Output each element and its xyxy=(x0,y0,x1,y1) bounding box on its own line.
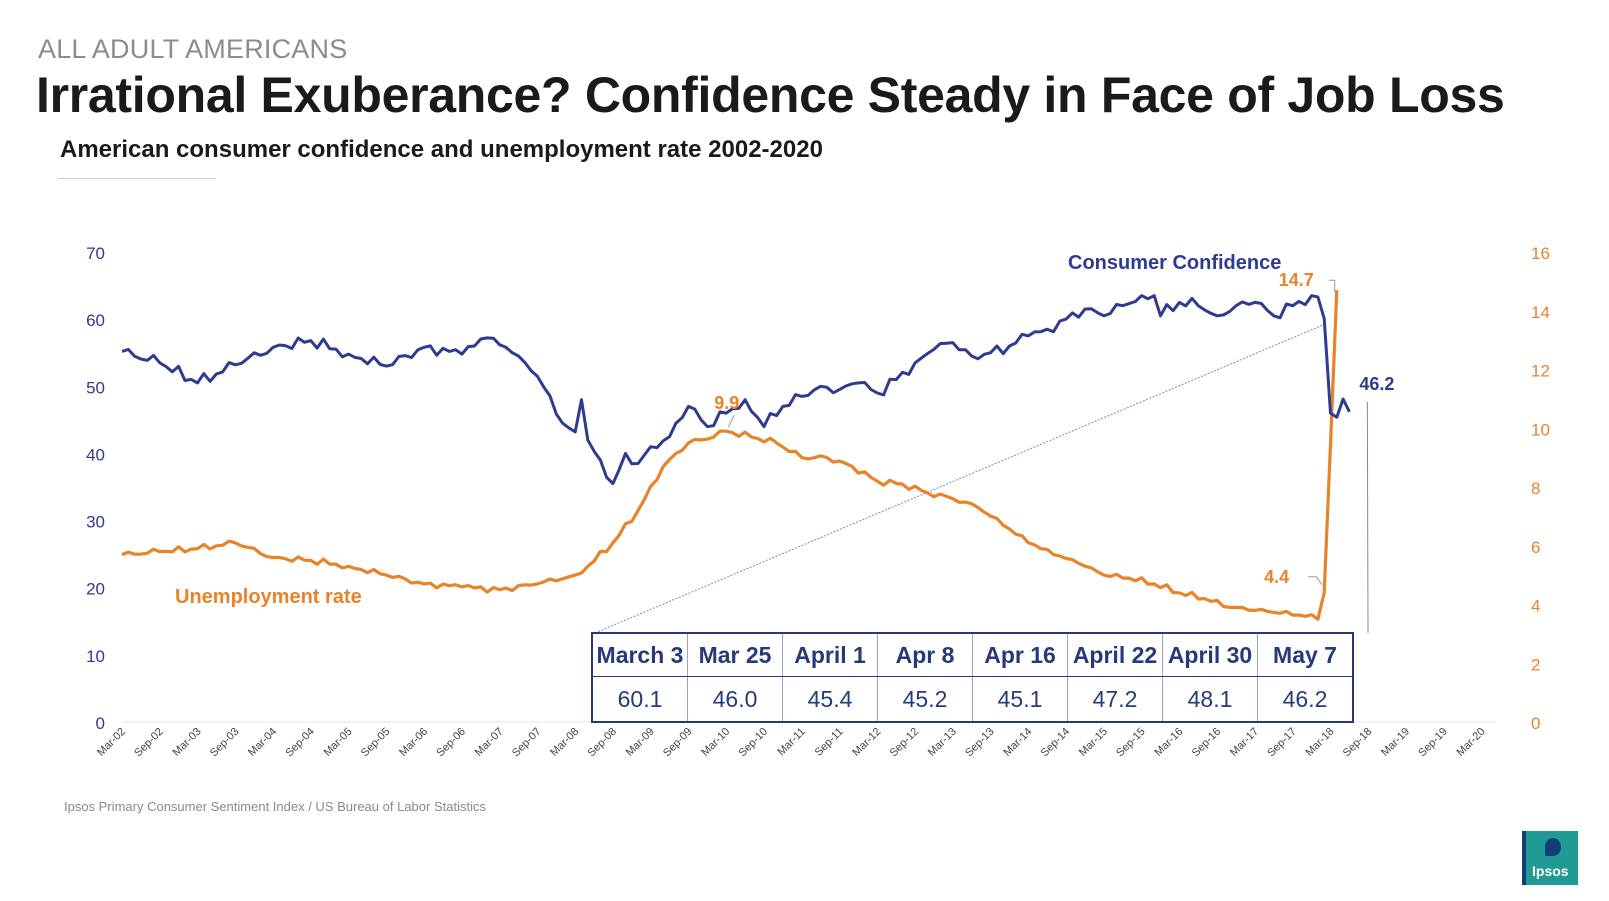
x-tick-label: Sep-19 xyxy=(1416,726,1450,760)
table-header-cell: April 1 xyxy=(782,633,878,677)
y-left-tick-label: 40 xyxy=(86,445,105,464)
x-tick-label: Sep-11 xyxy=(813,726,846,759)
x-tick-label: Sep-14 xyxy=(1039,726,1073,760)
x-tick-label: Mar-20 xyxy=(1455,726,1488,759)
x-tick-label: Sep-02 xyxy=(132,726,166,760)
x-tick-label: Mar-05 xyxy=(322,726,355,759)
y-right-tick-label: 12 xyxy=(1531,362,1550,381)
annotation-14-7: 14.7 xyxy=(1279,270,1314,290)
table-value-row: 60.1 46.0 45.4 45.2 45.1 47.2 48.1 46.2 xyxy=(592,676,1353,722)
ipsos-logo: Ipsos xyxy=(1522,831,1578,885)
x-tick-label: Sep-18 xyxy=(1341,726,1375,760)
consumer-confidence-line xyxy=(121,294,1351,486)
table-header-cell: Mar 25 xyxy=(687,633,783,677)
annotation-leader-line xyxy=(727,414,735,428)
eyebrow-label: ALL ADULT AMERICANS xyxy=(38,34,348,64)
unemployment-rate-line xyxy=(121,290,1339,621)
x-tick-label: Mar-17 xyxy=(1228,726,1261,759)
x-tick-label: Mar-19 xyxy=(1379,726,1412,759)
x-tick-label: Mar-18 xyxy=(1303,726,1336,759)
table-header-cell: April 22 xyxy=(1067,633,1163,677)
table-header-cell: May 7 xyxy=(1257,633,1353,677)
confidence-table: March 3 Mar 25 April 1 Apr 8 Apr 16 April 22 A… xyxy=(591,632,1354,723)
x-tick-label: Sep-03 xyxy=(208,726,242,760)
y-left-tick-label: 0 xyxy=(96,714,105,733)
chart-subtitle: American consumer confidence and unemplo… xyxy=(60,136,823,163)
page-title: Irrational Exuberance? Confidence Steady… xyxy=(36,67,1505,123)
x-tick-label: Sep-13 xyxy=(963,726,997,760)
zoom-connector-line xyxy=(594,324,1325,634)
table-value-cell: 46.0 xyxy=(687,676,783,722)
x-tick-label: Sep-15 xyxy=(1114,726,1148,760)
y-right-tick-label: 14 xyxy=(1531,303,1550,322)
x-tick-label: Mar-13 xyxy=(926,726,959,759)
table-header-row: March 3 Mar 25 April 1 Apr 8 Apr 16 April 22 A… xyxy=(592,633,1353,677)
x-tick-label: Sep-07 xyxy=(510,726,544,760)
y-right-tick-label: 10 xyxy=(1531,420,1550,439)
annotation-9-9: 9.9 xyxy=(714,393,739,413)
annotation-leader-line xyxy=(1308,576,1323,586)
x-tick-label: Sep-10 xyxy=(737,726,771,760)
x-tick-label: Mar-12 xyxy=(850,726,883,759)
zoom-connector-line xyxy=(1366,401,1369,634)
table-header-cell: March 3 xyxy=(592,633,688,677)
x-tick-label: Mar-04 xyxy=(246,726,279,759)
table-value-cell: 45.4 xyxy=(782,676,878,722)
consumer-confidence-label: Consumer Confidence xyxy=(1068,252,1281,274)
table-value-cell: 45.1 xyxy=(972,676,1068,722)
x-tick-label: Sep-06 xyxy=(434,726,468,760)
x-tick-label: Mar-15 xyxy=(1077,726,1110,759)
y-left-tick-label: 30 xyxy=(86,513,105,532)
subtitle-divider xyxy=(58,178,216,179)
y-left-tick-label: 60 xyxy=(86,311,105,330)
x-tick-label: Sep-17 xyxy=(1265,726,1299,760)
x-tick-label: Mar-14 xyxy=(1001,726,1034,759)
y-left-tick-label: 20 xyxy=(86,580,105,599)
x-tick-label: Sep-08 xyxy=(585,726,619,760)
annotation-4-4: 4.4 xyxy=(1264,567,1289,587)
y-right-tick-label: 16 xyxy=(1531,244,1550,263)
table-header-cell: April 30 xyxy=(1162,633,1258,677)
y-right-tick-label: 2 xyxy=(1531,655,1540,674)
x-tick-label: Mar-09 xyxy=(624,726,657,759)
y-right-tick-label: 4 xyxy=(1531,597,1540,616)
y-right-tick-label: 8 xyxy=(1531,479,1540,498)
x-tick-label: Sep-05 xyxy=(359,726,393,760)
table-value-cell: 46.2 xyxy=(1282,685,1328,712)
table-value-cell: 47.2 xyxy=(1067,676,1163,722)
x-tick-label: Mar-11 xyxy=(775,726,808,759)
y-left-tick-label: 70 xyxy=(86,244,105,263)
annotation-46-2: 46.2 xyxy=(1359,374,1394,394)
logo-mark-icon xyxy=(1545,838,1561,856)
y-right-tick-label: 0 xyxy=(1531,714,1540,733)
x-tick-label: Sep-12 xyxy=(888,726,922,760)
x-tick-label: Mar-10 xyxy=(699,726,732,759)
x-tick-label: Mar-08 xyxy=(548,726,581,759)
x-tick-label: Mar-03 xyxy=(171,726,204,759)
x-tick-label: Sep-16 xyxy=(1190,726,1224,760)
x-tick-label: Mar-16 xyxy=(1152,726,1185,759)
x-tick-label: Sep-04 xyxy=(283,726,317,760)
x-tick-label: Mar-07 xyxy=(473,726,506,759)
logo-text: Ipsos xyxy=(1532,863,1569,879)
x-tick-label: Sep-09 xyxy=(661,726,695,760)
table-header-cell: Apr 8 xyxy=(877,633,973,677)
y-left-tick-label: 10 xyxy=(86,647,105,666)
table-value-cell: 48.1 xyxy=(1162,676,1258,722)
table-value-cell: 45.2 xyxy=(877,676,973,722)
source-note: Ipsos Primary Consumer Sentiment Index /… xyxy=(64,799,486,814)
table-value-cell: 60.1 xyxy=(592,676,688,722)
table-header-cell: Apr 16 xyxy=(972,633,1068,677)
y-right-tick-label: 6 xyxy=(1531,538,1540,557)
unemployment-rate-label: Unemployment rate xyxy=(175,586,362,608)
annotation-leader-line xyxy=(1328,279,1336,293)
y-left-tick-label: 50 xyxy=(86,378,105,397)
x-tick-label: Mar-06 xyxy=(397,726,430,759)
